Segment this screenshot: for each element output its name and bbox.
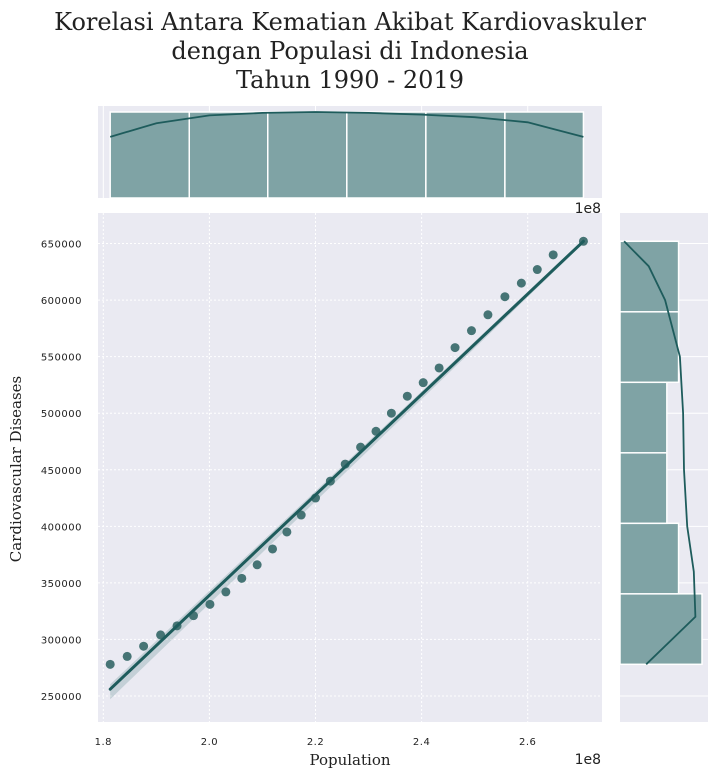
y-tick-label: 500000	[41, 409, 82, 420]
top-hist-bar-2	[267, 111, 348, 199]
scatter-point	[252, 560, 262, 570]
scatter-point	[237, 573, 247, 583]
scatter-point	[221, 587, 231, 597]
scatter-point	[268, 544, 278, 554]
right-hist-bar-2	[619, 452, 668, 525]
scatter-point	[205, 599, 215, 609]
scatter-point	[282, 527, 292, 537]
scatter-point	[450, 343, 460, 353]
top-hist-bar-5	[504, 111, 585, 199]
top-histogram	[109, 111, 585, 199]
scatter-point	[402, 391, 412, 401]
scatter-point	[139, 641, 149, 651]
right-hist-bar-5	[619, 240, 680, 313]
x-tick-label: 2.2	[307, 737, 324, 748]
scatter-point	[156, 630, 166, 640]
scatter-point	[466, 326, 476, 336]
y-tick-label: 350000	[41, 579, 82, 590]
x-tick-labels: 1.8 2.0 2.2 2.4 2.6	[95, 737, 536, 748]
x-tick-label: 2.6	[519, 737, 536, 748]
top-hist-bar-4	[425, 111, 506, 199]
scatter-point	[296, 510, 306, 520]
main-grid	[98, 213, 602, 722]
x-offset-label: 1e8	[575, 752, 601, 768]
y-tick-label: 600000	[41, 296, 82, 307]
scatter-point	[548, 250, 558, 260]
top-offset-label: 1e8	[575, 201, 601, 217]
chart-title-line-1: Korelasi Antara Kematian Akibat Kardiova…	[54, 8, 646, 36]
scatter-point	[532, 265, 542, 275]
x-axis-label: Population	[309, 751, 390, 769]
regression-line-group	[108, 239, 585, 691]
main-plot-panel	[98, 213, 602, 722]
y-tick-label: 550000	[41, 353, 82, 364]
right-hist-bar-4	[619, 311, 680, 384]
scatter-point	[105, 659, 115, 669]
y-tick-label: 650000	[41, 240, 82, 251]
scatter-point	[434, 363, 444, 373]
y-tick-labels: 250000 300000 350000 400000 450000 500000 5500…	[41, 240, 82, 703]
top-kde-path	[109, 111, 584, 138]
regression-line	[108, 239, 585, 691]
top-kde-curve	[109, 111, 584, 138]
right-hist-bar-3	[619, 381, 668, 454]
right-histogram	[619, 240, 703, 666]
right-kde-path	[623, 240, 697, 665]
scatter-point	[418, 378, 428, 388]
y-tick-label: 400000	[41, 522, 82, 533]
x-tick-label: 2.4	[413, 737, 430, 748]
top-hist-bar-3	[346, 111, 427, 199]
top-hist-bar-1	[188, 111, 269, 199]
scatter-point	[483, 310, 493, 320]
right-hist-bar-1	[619, 522, 680, 595]
chart-title-line-2: dengan Populasi di Indonesia	[171, 37, 528, 65]
scatter-point	[122, 651, 132, 661]
right-hist-bar-0	[619, 593, 703, 666]
x-tick-label: 2.0	[201, 737, 218, 748]
right-kde-curve	[623, 240, 697, 665]
chart-title-line-3: Tahun 1990 - 2019	[236, 66, 464, 94]
scatter-point	[500, 292, 510, 302]
y-tick-label: 300000	[41, 635, 82, 646]
y-tick-label: 250000	[41, 692, 82, 703]
x-tick-label: 1.8	[95, 737, 112, 748]
scatter-point	[516, 278, 526, 288]
y-axis-label: Cardiovascular Diseases	[7, 376, 25, 563]
y-tick-label: 450000	[41, 466, 82, 477]
scatter-point	[386, 408, 396, 418]
